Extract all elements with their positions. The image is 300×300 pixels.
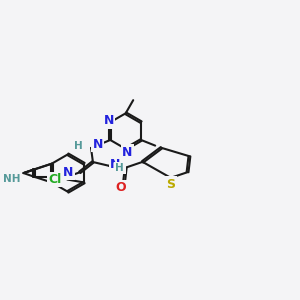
Text: S: S <box>166 178 175 190</box>
Text: Cl: Cl <box>49 173 62 186</box>
Text: O: O <box>116 181 126 194</box>
Text: N: N <box>63 166 74 179</box>
Text: NH: NH <box>3 174 20 184</box>
Text: N: N <box>104 114 114 127</box>
Text: N: N <box>122 146 132 159</box>
Text: H: H <box>74 141 83 151</box>
Text: N: N <box>92 138 103 151</box>
Text: H: H <box>116 163 124 173</box>
Text: N: N <box>110 158 121 171</box>
